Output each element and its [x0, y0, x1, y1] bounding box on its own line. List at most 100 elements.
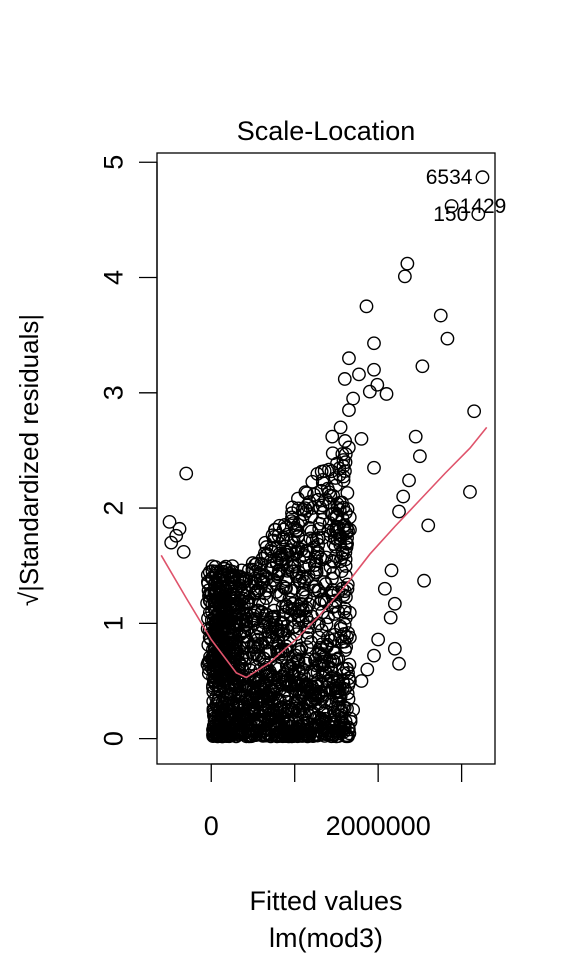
- data-point: [228, 646, 243, 661]
- data-point: [280, 547, 295, 562]
- data-point: [338, 610, 353, 625]
- data-point: [266, 560, 280, 575]
- data-point: [312, 596, 327, 611]
- data-point: [352, 367, 366, 382]
- data-point: [249, 724, 264, 739]
- data-point: [293, 645, 307, 659]
- data-point: [258, 586, 272, 601]
- data-point: [220, 609, 234, 624]
- data-point: [377, 581, 392, 596]
- data-point: [331, 585, 346, 600]
- data-point: [308, 653, 322, 668]
- data-point: [307, 565, 322, 580]
- data-point: [212, 682, 227, 696]
- data-point: [341, 523, 355, 538]
- data-point: [335, 495, 349, 510]
- data-point: [320, 680, 335, 695]
- data-point: [360, 662, 375, 677]
- data-point: [267, 717, 282, 732]
- data-point: [295, 661, 309, 676]
- data-point: [336, 453, 351, 467]
- data-point: [274, 587, 289, 602]
- data-point: [242, 590, 257, 605]
- point-label: 150: [433, 203, 468, 226]
- data-point: [296, 697, 311, 712]
- data-point: [342, 351, 356, 366]
- point-label: 6534: [426, 166, 473, 189]
- data-point: [289, 567, 304, 581]
- data-point: [408, 429, 423, 444]
- data-point: [202, 605, 217, 620]
- data-point: [295, 588, 310, 602]
- data-point: [367, 362, 381, 377]
- data-point: [337, 372, 352, 386]
- data-point: [207, 708, 222, 723]
- data-point: [309, 579, 323, 594]
- data-point: [208, 560, 223, 574]
- data-point: [440, 331, 455, 346]
- data-point: [346, 391, 361, 406]
- data-point: [243, 728, 257, 743]
- data-point: [290, 675, 305, 690]
- data-point: [233, 716, 248, 731]
- data-point: [332, 503, 347, 517]
- data-point: [273, 548, 288, 563]
- data-point: [169, 528, 184, 543]
- data-point: [467, 404, 482, 419]
- data-point: [293, 597, 308, 611]
- data-point: [334, 564, 349, 579]
- data-point: [337, 601, 352, 616]
- data-point: [320, 630, 335, 645]
- x-axis-label: Fitted values: [249, 886, 402, 916]
- data-point: [335, 511, 350, 526]
- data-point: [323, 488, 338, 503]
- y-tick-label: 5: [98, 155, 128, 170]
- data-point: [339, 728, 354, 743]
- data-point: [396, 489, 411, 504]
- data-point: [336, 469, 351, 484]
- data-point: [412, 449, 427, 464]
- data-point: [280, 563, 295, 578]
- data-point: [255, 575, 270, 590]
- data-point: [226, 587, 241, 601]
- data-point: [308, 719, 323, 734]
- data-point: [224, 658, 238, 673]
- data-point: [313, 500, 328, 515]
- data-point: [336, 500, 351, 515]
- data-point: [329, 729, 344, 744]
- data-point: [336, 473, 351, 488]
- data-point: [172, 521, 187, 536]
- data-point: [338, 643, 353, 658]
- data-point: [339, 661, 354, 676]
- data-point: [340, 537, 354, 551]
- data-point: [224, 596, 239, 611]
- data-point: [433, 308, 448, 323]
- data-point: [284, 608, 298, 623]
- data-point: [338, 434, 353, 448]
- points-layer: [162, 170, 490, 744]
- x-tick-label: 2000000: [326, 811, 431, 841]
- data-point: [335, 581, 350, 596]
- data-point: [288, 648, 303, 663]
- y-axis-label: √|Standardized residuals|: [14, 314, 44, 606]
- data-point: [215, 625, 230, 640]
- data-point: [324, 464, 339, 479]
- x-tick-label: 0: [204, 811, 219, 841]
- data-point: [320, 637, 335, 652]
- data-point: [272, 518, 287, 533]
- data-point: [220, 692, 235, 706]
- data-point: [240, 694, 255, 709]
- data-point: [315, 691, 329, 706]
- data-point: [234, 725, 249, 739]
- data-point: [208, 710, 223, 725]
- data-point: [206, 680, 220, 695]
- data-point: [321, 462, 336, 477]
- data-point: [206, 684, 221, 699]
- data-point: [370, 377, 385, 392]
- data-point: [291, 676, 306, 691]
- data-point: [359, 299, 374, 314]
- data-point: [299, 590, 313, 604]
- data-point: [317, 694, 332, 709]
